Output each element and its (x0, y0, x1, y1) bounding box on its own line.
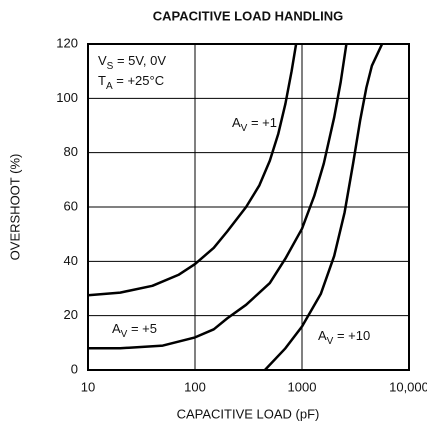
annotation: VS = 5V, 0V (98, 53, 166, 71)
y-tick-label: 20 (64, 307, 78, 322)
annotation-part: A (318, 328, 327, 343)
x-tick-label: 100 (184, 379, 206, 394)
x-tick-label: 1000 (288, 379, 317, 394)
y-tick-label: 120 (56, 35, 78, 50)
annotation-part: T (98, 73, 106, 88)
annotation-subscript: V (327, 336, 334, 347)
annotation-part: = 5V, 0V (113, 53, 166, 68)
x-tick-label: 10,000 (389, 379, 427, 394)
y-axis-label: OVERSHOOT (%) (7, 154, 22, 261)
annotation-part: = +10 (333, 328, 370, 343)
annotation: AV = +10 (318, 328, 370, 346)
y-tick-label: 60 (64, 198, 78, 213)
y-tick-label: 80 (64, 144, 78, 159)
annotation-subscript: A (106, 81, 113, 92)
x-axis-label: CAPACITIVE LOAD (pF) (177, 406, 320, 421)
annotation: TA = +25°C (98, 73, 164, 91)
annotation-part: = +5 (127, 321, 157, 336)
annotation-part: = +25°C (113, 73, 164, 88)
line-series (263, 44, 384, 370)
annotation-subscript: V (121, 329, 128, 340)
annotation-subscript: S (107, 61, 114, 72)
annotation-subscript: V (241, 123, 248, 134)
plot-frame (87, 43, 410, 371)
annotation-part: A (232, 115, 241, 130)
y-tick-label: 40 (64, 253, 78, 268)
x-tick-label: 10 (81, 379, 95, 394)
annotation: AV = +5 (112, 321, 157, 339)
y-tick-label: 0 (71, 361, 78, 376)
chart-title: CAPACITIVE LOAD HANDLING (153, 8, 343, 23)
annotation-part: V (98, 53, 107, 68)
line-series (88, 44, 298, 297)
annotation-part: = +1 (247, 115, 277, 130)
y-tick-label: 100 (56, 90, 78, 105)
annotation: AV = +1 (232, 115, 277, 133)
annotation-part: A (112, 321, 121, 336)
line-series (88, 44, 348, 350)
